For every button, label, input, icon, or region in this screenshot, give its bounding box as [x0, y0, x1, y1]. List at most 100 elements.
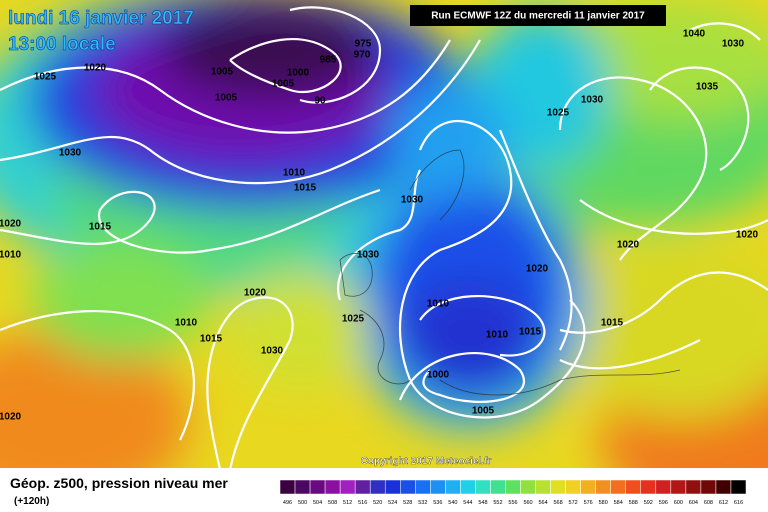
- colorbar-swatch: [595, 479, 611, 495]
- colorbar-swatch: [354, 479, 371, 495]
- colorbar-label: 584: [614, 500, 623, 506]
- colorbar-label: 608: [704, 500, 713, 506]
- colorbar-swatch: [685, 479, 702, 495]
- colorbar-swatch: [415, 479, 431, 495]
- isobar-label: 1010: [0, 250, 22, 261]
- colorbar-label: 612: [719, 500, 728, 506]
- colorbar-swatch: [430, 479, 446, 495]
- colorbar-swatch: [670, 479, 687, 495]
- colorbar-swatch: [700, 479, 717, 495]
- isobar-label: 1015: [200, 334, 223, 345]
- isobar-label: 1005: [272, 79, 295, 90]
- colorbar-label: 540: [448, 500, 457, 506]
- isobar-label: 1020: [0, 412, 22, 423]
- isobar-label: 1035: [696, 82, 719, 93]
- isobar-label: 1000: [427, 370, 450, 381]
- isobar-label: 1030: [59, 148, 82, 159]
- isobar-label: 1030: [401, 195, 424, 206]
- colorbar-swatch: [490, 479, 506, 495]
- colorbar-swatch: [655, 479, 672, 495]
- isobar-label: 1000: [287, 68, 310, 79]
- colorbar-swatch: [475, 479, 491, 495]
- colorbar-label: 564: [538, 500, 547, 506]
- colorbar-label: 528: [403, 500, 412, 506]
- isobar-label: 1015: [519, 327, 542, 338]
- colorbar-label: 504: [313, 500, 322, 506]
- colorbar-label: 592: [644, 500, 653, 506]
- colorbar-swatch: [279, 479, 296, 495]
- colorbar-label: 524: [388, 500, 397, 506]
- colorbar-swatch: [400, 479, 416, 495]
- run-info: Run ECMWF 12Z du mercredi 11 janvier 201…: [431, 11, 645, 22]
- copyright: Copyright 2017 Meteociel.fr: [361, 456, 492, 467]
- isobar-label: 1030: [581, 95, 604, 106]
- colorbar-label: 616: [734, 500, 743, 506]
- colorbar-swatch: [520, 479, 536, 495]
- colorbar-swatch: [535, 479, 551, 495]
- colorbar-label: 556: [508, 500, 517, 506]
- colorbar-label: 520: [373, 500, 382, 506]
- colorbar-swatch: [505, 479, 521, 495]
- date-line: lundi 16 janvier 2017: [8, 8, 194, 29]
- isobar-label: 1040: [683, 29, 706, 40]
- isobar-label: 1025: [547, 108, 570, 119]
- isobar-label: 1015: [294, 183, 317, 194]
- colorbar-label: 604: [689, 500, 698, 506]
- isobar-label: 1015: [601, 318, 624, 329]
- colorbar-swatch: [550, 479, 566, 495]
- colorbar-swatch: [445, 479, 461, 495]
- colorbar-swatch: [715, 479, 732, 495]
- colorbar-swatch: [369, 479, 386, 495]
- isobar-label: 970: [354, 50, 371, 61]
- isobar-label: 1010: [427, 299, 450, 310]
- colorbar-label: 596: [659, 500, 668, 506]
- lead-time: (+120h): [14, 496, 49, 507]
- colorbar-label: 552: [493, 500, 502, 506]
- isobar-label: 1020: [736, 230, 759, 241]
- colorbar-label: 548: [478, 500, 487, 506]
- isobar-label: 985: [320, 55, 337, 66]
- colorbar-swatch: [640, 479, 657, 495]
- coastlines: [339, 149, 681, 396]
- colorbar-label: 508: [328, 500, 337, 506]
- colorbar-label: 588: [629, 500, 638, 506]
- isobar-label: 1025: [34, 72, 57, 83]
- isobar-label: 1020: [244, 288, 267, 299]
- colorbar-label: 536: [433, 500, 442, 506]
- colorbar-swatch: [324, 479, 341, 495]
- footer-title: Géop. z500, pression niveau mer: [10, 475, 228, 491]
- isobar-label: 1005: [211, 67, 234, 78]
- isobar-label: 1010: [175, 318, 198, 329]
- colorbar-label: 572: [569, 500, 578, 506]
- isobar-label: 1020: [617, 240, 640, 251]
- colorbar-label: 560: [523, 500, 532, 506]
- isobar-label: 1010: [283, 168, 306, 179]
- isobar-label: 1020: [84, 63, 107, 74]
- colorbar-swatch: [384, 479, 401, 495]
- colorbar-swatch: [460, 479, 476, 495]
- colorbar-label: 512: [343, 500, 352, 506]
- colorbar-label: 544: [463, 500, 472, 506]
- isobar-label: 1030: [722, 39, 745, 50]
- isobar-label: 90: [314, 96, 326, 107]
- colorbar-label: 532: [418, 500, 427, 506]
- isobars: [0, 6, 768, 468]
- isobar-label: 1020: [0, 219, 22, 230]
- colorbar-label: 496: [283, 500, 292, 506]
- isobar-label: 1030: [357, 250, 380, 261]
- isobar-label: 1030: [261, 346, 284, 357]
- isobar-label: 1025: [342, 314, 365, 325]
- colorbar-label: 568: [554, 500, 563, 506]
- colorbar-swatch: [565, 479, 581, 495]
- colorbar-label: 576: [584, 500, 593, 506]
- isobar-label: 1005: [215, 93, 238, 104]
- colorbar-swatch: [339, 479, 356, 495]
- colorbar-swatch: [309, 479, 326, 495]
- isobar-label: 1015: [89, 222, 112, 233]
- isobar-label: 1010: [486, 330, 509, 341]
- colorbar-swatch: [610, 479, 626, 495]
